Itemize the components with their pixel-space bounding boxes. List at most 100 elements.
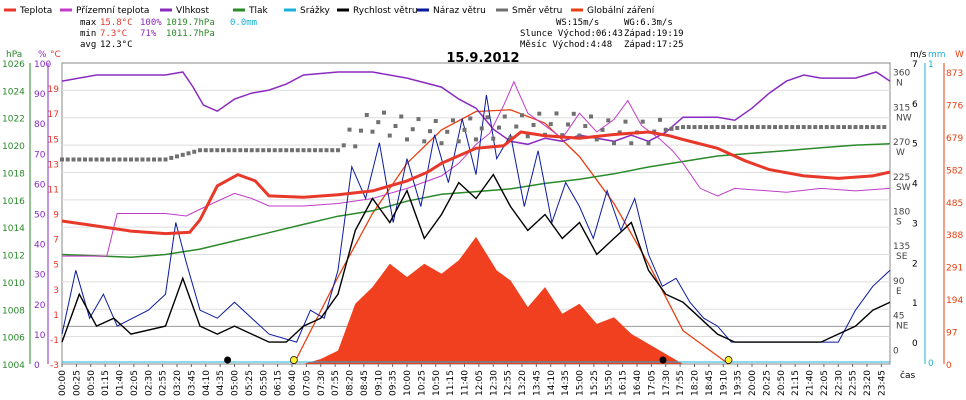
wind-dir-point (692, 125, 697, 130)
axis-pct-label: % (38, 50, 47, 60)
x-tick-20: 08:20 (346, 370, 356, 396)
dir-tick-1: 315 (893, 103, 910, 113)
x-tick-22: 09:10 (374, 370, 384, 396)
x-tick-51: 21:15 (791, 370, 801, 396)
stat-max-press: 1019.7hPa (166, 18, 215, 28)
dir-name-6: E (896, 287, 902, 297)
wind-dir-point (801, 125, 806, 130)
dir-name-4: S (896, 218, 902, 228)
x-tick-16: 06:40 (288, 370, 298, 396)
x-tick-1: 00:25 (72, 370, 82, 396)
hpa-tick-1: 1024 (2, 87, 25, 97)
wind-dir-point (180, 152, 185, 157)
wind-dir-point (255, 148, 260, 153)
wind-dir-point (203, 148, 208, 153)
legend-label-5: Rychlost větru (353, 6, 418, 16)
wind-dir-point (594, 137, 599, 142)
wind-dir-point (106, 157, 110, 162)
pct-tick-1: 90 (34, 90, 46, 100)
wind-dir-point (382, 110, 386, 115)
stat-avg-temp: 12.3°C (100, 40, 133, 50)
x-tick-49: 20:25 (762, 370, 772, 396)
hpa-tick-4: 1018 (2, 169, 25, 179)
wind-dir-point (773, 125, 777, 130)
w-tick-2: 679 (946, 134, 963, 144)
wind-dir-point (681, 125, 685, 130)
pct-tick-4: 60 (34, 180, 46, 190)
dir-tick-7: 45 (893, 312, 904, 322)
wind-dir-point (123, 157, 128, 162)
hpa-tick-9: 1008 (2, 306, 25, 316)
stat-max-rain: 0.0mm (230, 18, 257, 28)
wind-dir-point (548, 122, 553, 127)
hpa-tick-3: 1020 (2, 142, 25, 152)
wind-dir-point (140, 157, 145, 162)
wind-dir-point (727, 125, 731, 130)
c-tick-11: -3 (50, 361, 59, 371)
wind-dir-point (221, 148, 225, 153)
mm-tick-1: 0 (928, 359, 934, 369)
stat-slunce: Slunce Východ:06:43 (520, 29, 623, 39)
x-tick-53: 22:05 (820, 370, 830, 396)
wind-dir-point (537, 111, 542, 116)
c-tick-10: -1 (50, 336, 59, 346)
x-tick-33: 13:45 (532, 370, 542, 396)
wind-dir-point (152, 157, 156, 162)
wind-dir-point (566, 122, 570, 127)
wind-dir-point (111, 157, 116, 162)
wind-dir-point (830, 125, 835, 130)
wind-dir-point (675, 125, 680, 130)
x-tick-36: 15:00 (576, 370, 586, 396)
hpa-tick-6: 1014 (2, 224, 25, 234)
wind-dir-point (663, 127, 668, 132)
c-tick-3: 13 (48, 160, 59, 170)
wind-dir-point (474, 137, 478, 142)
x-tick-43: 17:55 (676, 370, 686, 396)
wind-dir-point (290, 148, 294, 153)
moonset-marker (659, 356, 667, 364)
wind-dir-point (284, 148, 289, 153)
series-wind-gust (61, 94, 891, 343)
dir-name-0: N (896, 79, 903, 89)
axis-mm-label: mm (928, 50, 946, 60)
stat-avg-label: avg (80, 40, 96, 50)
wind-dir-point (416, 117, 421, 122)
wind-dir-point (560, 133, 565, 138)
hpa-tick-5: 1016 (2, 197, 25, 207)
pct-tick-7: 30 (34, 271, 46, 281)
x-tick-28: 11:40 (461, 370, 471, 396)
x-tick-5: 02:05 (130, 370, 140, 396)
wind-dir-point (859, 125, 864, 130)
wind-dir-point (623, 119, 628, 124)
wind-dir-point (83, 157, 87, 162)
wind-dir-point (169, 155, 174, 160)
dir-tick-2: 270 (893, 138, 910, 148)
ms-tick-0: 7 (912, 60, 918, 70)
x-tick-8: 03:20 (173, 370, 183, 396)
wind-dir-point (479, 126, 484, 131)
ms-tick-1: 6 (912, 100, 918, 110)
wind-dir-point (485, 115, 490, 120)
wind-dir-point (100, 157, 105, 162)
mm-tick-0: 1 (928, 60, 934, 70)
x-tick-29: 12:05 (475, 370, 485, 396)
axis-ms-label: m/s (910, 50, 927, 60)
wind-dir-point (629, 141, 634, 146)
wind-dir-point (359, 128, 363, 133)
wind-dir-point (738, 125, 743, 130)
wind-dir-point (715, 125, 720, 130)
wind-dir-point (318, 148, 323, 153)
x-tick-26: 10:50 (432, 370, 442, 396)
x-tick-12: 05:00 (231, 370, 241, 396)
wind-dir-point (790, 125, 795, 130)
wind-dir-point (669, 126, 674, 131)
wind-dir-point (468, 116, 473, 121)
ms-tick-4: 3 (912, 219, 918, 229)
x-tick-39: 16:15 (619, 370, 629, 396)
c-tick-9: 1 (53, 311, 59, 321)
wind-dir-point (192, 149, 197, 154)
wind-dir-point (658, 117, 662, 122)
wind-dir-point (261, 148, 266, 153)
stat-wg: WG:6.3m/s (624, 18, 673, 28)
